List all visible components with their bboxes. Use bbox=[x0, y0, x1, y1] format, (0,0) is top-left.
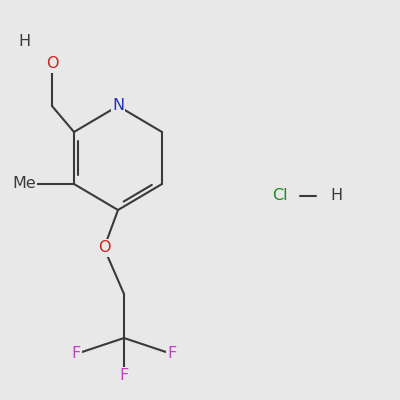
Text: H: H bbox=[18, 34, 30, 50]
Text: O: O bbox=[46, 56, 58, 72]
Text: F: F bbox=[71, 346, 81, 362]
Text: N: N bbox=[112, 98, 124, 114]
Text: Me: Me bbox=[12, 176, 36, 192]
Text: O: O bbox=[98, 240, 110, 256]
Text: H: H bbox=[330, 188, 342, 204]
Text: F: F bbox=[119, 368, 129, 384]
Text: Cl: Cl bbox=[272, 188, 288, 204]
Text: F: F bbox=[167, 346, 177, 362]
